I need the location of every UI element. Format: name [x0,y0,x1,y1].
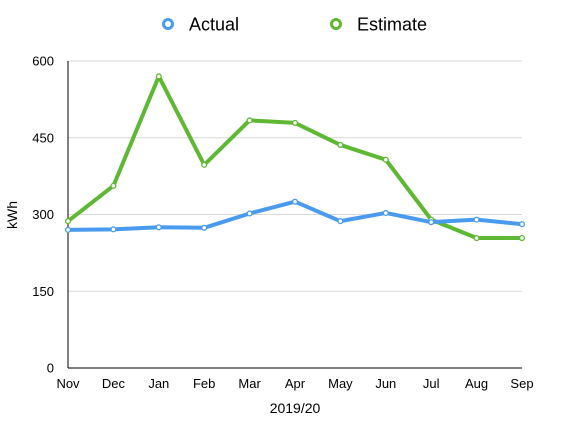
data-point-estimate [201,161,208,168]
series-actual [64,198,526,233]
x-tick-label: Nov [56,376,80,391]
data-point-actual [246,210,253,217]
data-point-actual [382,209,389,217]
legend-marker-estimate [330,18,342,30]
y-tick-label: 0 [47,361,54,376]
data-point-estimate [473,234,480,242]
data-point-estimate [246,117,253,124]
x-tick-label: May [328,376,353,391]
data-point-estimate [337,141,344,148]
legend-label-estimate: Estimate [357,15,427,35]
y-tick-label: 450 [32,130,54,145]
legend: Actual Estimate [162,15,427,35]
data-point-actual [64,226,72,233]
x-tick-label: Feb [193,376,215,391]
data-point-estimate [155,73,162,80]
data-point-estimate [291,119,299,126]
x-axis-title: 2019/20 [270,400,321,416]
data-point-estimate [110,182,117,189]
legend-marker-actual [162,18,174,30]
x-tick-label: Mar [238,376,261,391]
x-tick-label: Apr [285,376,306,391]
x-tick-label: Jun [375,376,396,391]
data-point-actual [518,221,526,228]
x-tick-label: Jul [423,376,440,391]
data-point-actual [155,224,162,231]
y-tick-label: 600 [32,54,54,69]
data-point-actual [110,226,117,233]
y-tick-labels: 0 150 300 450 600 [32,54,54,376]
x-tick-label: Dec [102,376,126,391]
series-line-actual [66,199,524,232]
y-tick-label: 150 [32,284,54,299]
data-point-actual [337,218,344,225]
axes [67,61,522,369]
legend-item-actual: Actual [162,15,239,35]
data-point-actual [201,224,208,231]
series-line-estimate [66,74,524,241]
data-point-estimate [64,218,72,225]
gridlines [68,60,522,292]
data-point-actual [473,216,480,223]
legend-item-estimate: Estimate [330,15,427,35]
data-point-actual [428,219,435,226]
data-point-actual [291,198,299,205]
legend-label-actual: Actual [189,15,239,35]
data-point-estimate [518,234,526,242]
data-point-estimate [382,156,389,163]
x-tick-labels: Nov Dec Jan Feb Mar Apr May Jun Jul Aug Sep [56,376,533,391]
y-axis-title: kWh [4,201,20,229]
series-estimate [64,73,526,242]
x-tick-label: Jan [148,376,169,391]
x-tick-label: Sep [510,376,533,391]
series [64,73,526,242]
y-tick-label: 300 [32,207,54,222]
x-tick-label: Aug [465,376,488,391]
